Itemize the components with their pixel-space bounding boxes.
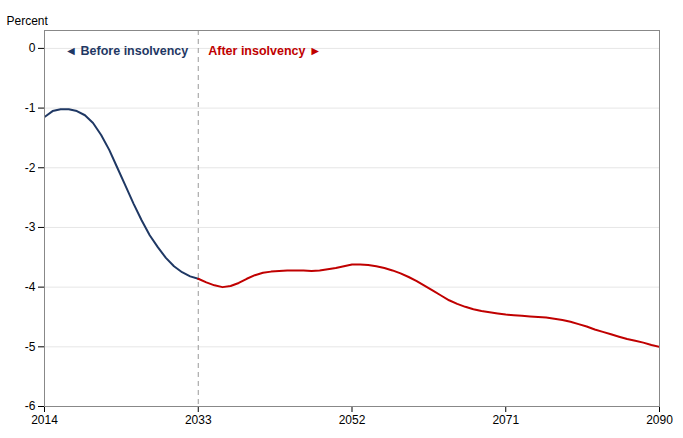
svg-text:After insolvency ►: After insolvency ► [208, 44, 321, 58]
svg-text:-6: -6 [25, 399, 36, 413]
svg-text:-3: -3 [25, 220, 36, 234]
svg-text:2090: 2090 [646, 413, 673, 427]
svg-text:2052: 2052 [339, 413, 366, 427]
svg-text:2033: 2033 [185, 413, 212, 427]
svg-text:2014: 2014 [31, 413, 58, 427]
svg-text:-5: -5 [25, 340, 36, 354]
svg-text:0: 0 [29, 41, 36, 55]
svg-text:◄ Before insolvency: ◄ Before insolvency [65, 44, 189, 58]
svg-text:-4: -4 [25, 280, 36, 294]
svg-text:Percent: Percent [7, 14, 49, 28]
svg-text:2071: 2071 [492, 413, 519, 427]
svg-text:-1: -1 [25, 101, 36, 115]
svg-text:-2: -2 [25, 161, 36, 175]
